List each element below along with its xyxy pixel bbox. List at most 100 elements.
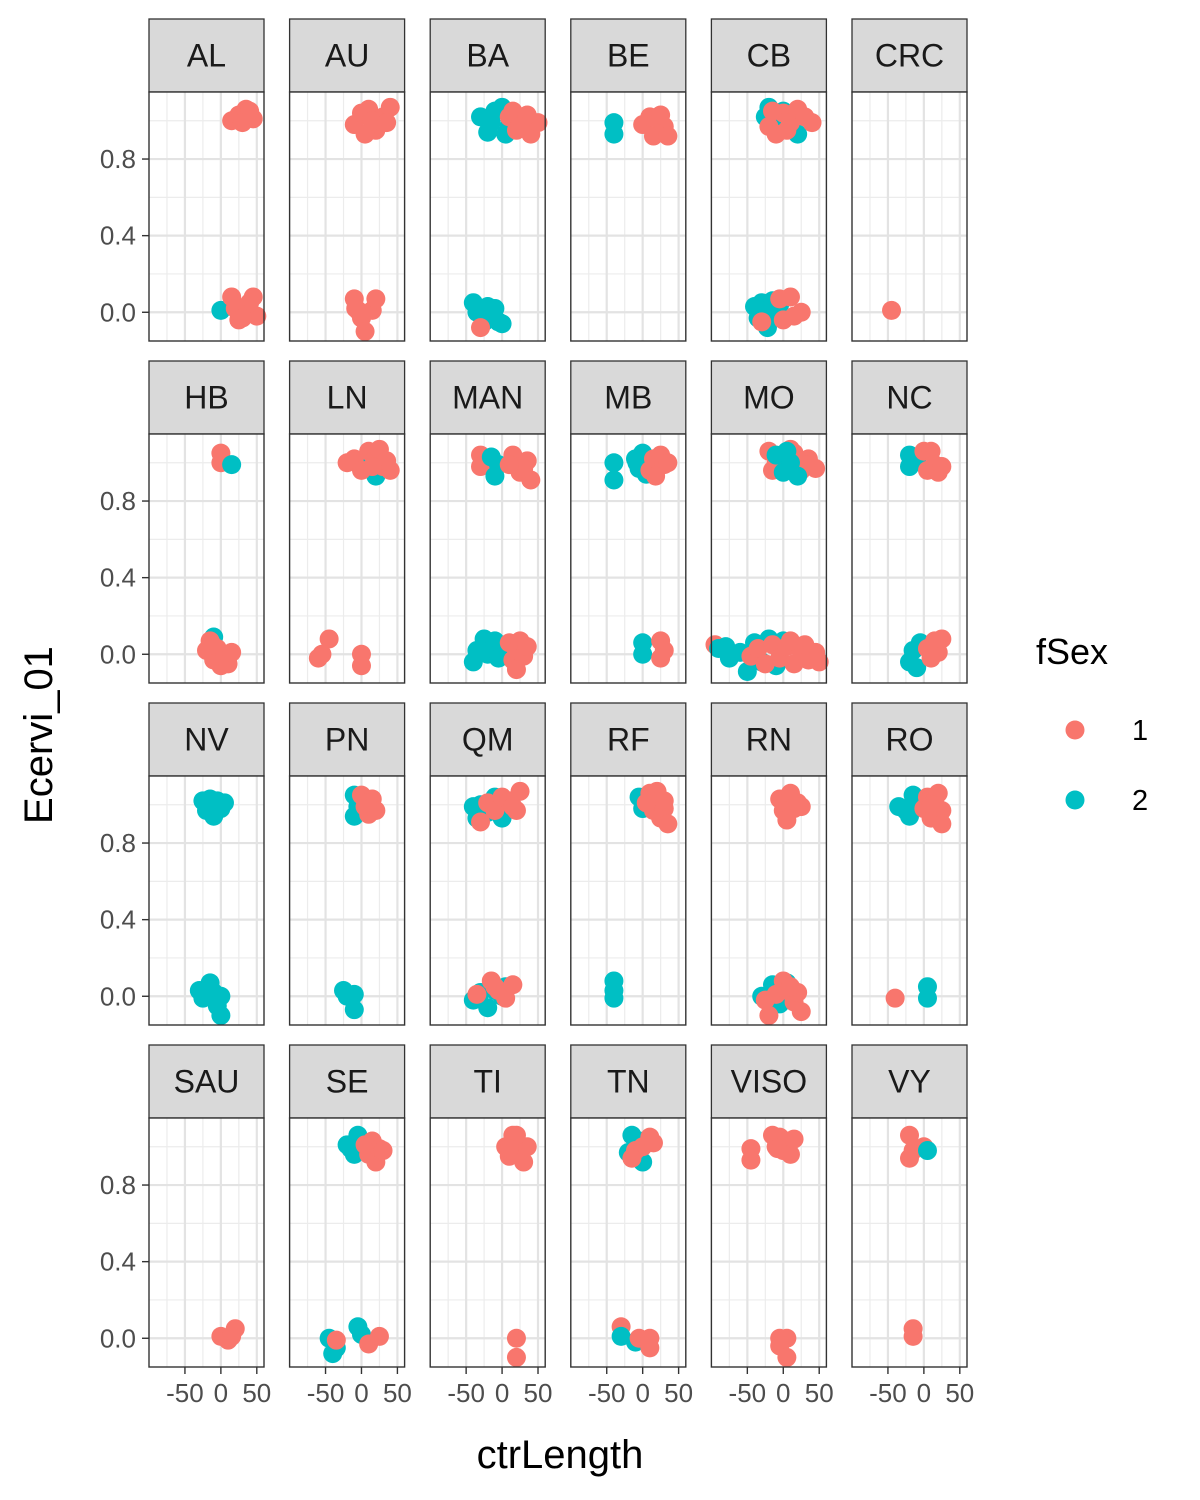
data-point [604, 988, 624, 1008]
data-point [499, 455, 519, 475]
data-point [658, 453, 678, 473]
y-tick-label: 0.0 [100, 981, 136, 1011]
panel-border [570, 1117, 687, 1368]
data-point [752, 312, 772, 332]
data-point [646, 466, 666, 486]
data-point [478, 998, 498, 1018]
data-points [197, 443, 242, 676]
y-tick-label: 0.0 [100, 297, 136, 327]
facet-strip-label: QM [462, 722, 514, 758]
facet-strip [429, 1044, 546, 1119]
data-point [377, 113, 397, 133]
panel-border [288, 775, 406, 1026]
panel-border [851, 775, 968, 1026]
facet-nc: NC [851, 360, 968, 684]
data-point [788, 466, 808, 486]
y-tick-label: 0.8 [100, 144, 136, 174]
x-tick-label: 50 [383, 1378, 412, 1408]
facet-strip-label: CRC [875, 38, 944, 74]
data-point [362, 111, 382, 131]
data-points [604, 443, 678, 668]
facet-strip-label: HB [184, 380, 228, 416]
y-axis: 0.0 0.4 0.8 0.0 0.4 0.8 0.0 0.4 0.8 0.0 0.4 0.8 [100, 144, 149, 1353]
data-points [334, 785, 386, 1020]
data-points [900, 1125, 937, 1346]
facet-hb: HB [148, 360, 265, 684]
data-point [492, 314, 512, 334]
facet-man: MAN [429, 360, 546, 684]
x-tick-label: -50 [166, 1378, 204, 1408]
data-point [506, 660, 526, 680]
data-point [640, 1328, 660, 1348]
data-point [222, 455, 242, 475]
data-point [777, 1328, 797, 1348]
facet-strip-label: VY [888, 1064, 931, 1100]
x-tick-label: 0 [495, 1378, 509, 1408]
data-point [514, 458, 534, 478]
data-point [651, 105, 671, 125]
data-point [341, 1139, 361, 1159]
y-axis-title: Ecervi_01 [17, 646, 61, 824]
data-point [882, 300, 902, 320]
facet-strip [710, 1044, 828, 1119]
facet-sau: SAU [148, 1044, 265, 1368]
data-point [809, 652, 829, 672]
data-points [463, 97, 548, 338]
facet-nv: NV [148, 702, 265, 1026]
panel-border [429, 433, 546, 684]
data-points [496, 1125, 537, 1367]
data-point [791, 302, 811, 322]
data-points [882, 300, 902, 320]
facet-strip [851, 18, 968, 93]
data-point [202, 795, 222, 815]
data-point [780, 631, 800, 651]
data-point [503, 797, 523, 817]
data-points [189, 789, 234, 1025]
facet-strip-label: MO [743, 380, 795, 416]
data-point [355, 321, 375, 341]
data-point [232, 308, 252, 328]
x-tick-label: 50 [945, 1378, 974, 1408]
facet-tn: TN [570, 1044, 687, 1368]
data-point [741, 1150, 761, 1170]
panel-border [429, 1117, 546, 1368]
panel-border [429, 775, 546, 1026]
facet-strip [710, 18, 828, 93]
data-point [510, 781, 530, 801]
data-points [319, 1125, 393, 1364]
data-points [344, 97, 400, 341]
facet-strip [288, 18, 406, 93]
data-point [499, 1139, 519, 1159]
facet-strip-label: BE [607, 38, 650, 74]
x-axis: -50 0 50 -50 0 50 -50 0 50 -50 0 50 -50 0 50 -50 0 50 [166, 1367, 974, 1408]
data-points [211, 1319, 245, 1350]
data-point [780, 977, 800, 997]
facet-strip [710, 360, 828, 435]
facet-ti: TI [429, 1044, 546, 1368]
facet-strip [148, 18, 265, 93]
facet-strip-label: VISO [731, 1064, 807, 1100]
data-points [900, 441, 952, 678]
data-point [917, 1141, 937, 1161]
facet-strip-label: LN [327, 380, 368, 416]
data-point [791, 797, 811, 817]
data-point [777, 441, 797, 461]
data-points [741, 1125, 804, 1367]
facet-strip-label: NV [184, 722, 229, 758]
panel-border [288, 1117, 406, 1368]
panel-grid [852, 1118, 967, 1367]
legend-key-2 [1065, 790, 1085, 810]
data-point [737, 662, 757, 682]
panel-border [148, 91, 265, 342]
panel-grid [852, 92, 967, 341]
facet-strip-label: CB [747, 38, 791, 74]
data-point [471, 812, 491, 832]
data-point [481, 113, 501, 133]
x-tick-label: -50 [307, 1378, 345, 1408]
data-point [485, 977, 505, 997]
panel-border [851, 91, 968, 342]
data-point [921, 795, 941, 815]
data-points [604, 781, 678, 1008]
facet-strip-label: BA [466, 38, 509, 74]
data-point [643, 1133, 663, 1153]
